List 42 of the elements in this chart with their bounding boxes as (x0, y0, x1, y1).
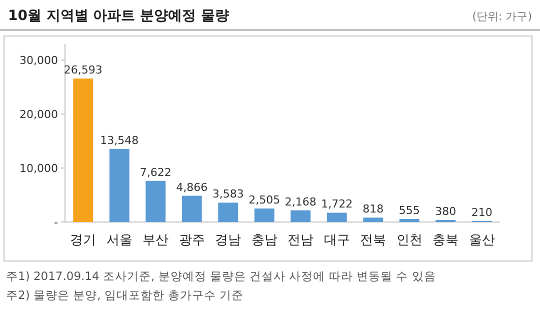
bar (218, 202, 238, 222)
bar (109, 148, 130, 222)
bar (363, 218, 384, 222)
x-tick-label: 충남 (251, 233, 278, 248)
bar (182, 196, 202, 222)
x-tick-label: 광주 (178, 233, 205, 248)
data-label: 380 (435, 204, 456, 218)
bar (254, 208, 274, 222)
x-tick-label: 전남 (288, 233, 314, 248)
y-tick-label: - (54, 216, 58, 229)
data-label: 26,593 (64, 64, 102, 77)
x-tick-label: 충북 (432, 233, 459, 248)
data-label: 4,866 (176, 180, 208, 194)
data-label: 210 (471, 206, 492, 219)
data-label: 555 (398, 204, 420, 218)
bar (290, 210, 311, 222)
bar (326, 212, 347, 222)
data-label: 2,168 (284, 195, 316, 208)
bar (73, 78, 94, 222)
data-label: 2,505 (248, 193, 280, 206)
x-tick-label: 부산 (142, 233, 169, 248)
x-tick-label: 경기 (70, 233, 96, 248)
x-tick-label: 서울 (106, 233, 132, 248)
x-tick-label: 울산 (468, 233, 495, 248)
data-label: 13,548 (100, 134, 139, 147)
chart-title: 10월 지역별 아파트 분양예정 물량 (8, 8, 229, 24)
y-tick-label: 10,000 (20, 162, 58, 176)
data-label: 818 (362, 202, 384, 216)
x-tick-label: 인천 (396, 233, 422, 248)
x-tick-label: 경남 (215, 233, 242, 248)
x-tick-label: 대구 (324, 233, 350, 248)
y-tick-label: 30,000 (20, 54, 58, 68)
data-label: 1,722 (321, 198, 353, 211)
x-tick-label: 전북 (360, 233, 386, 248)
bar (146, 180, 166, 222)
data-label: 3,583 (212, 188, 244, 201)
data-label: 7,622 (140, 166, 172, 179)
y-tick-label: 20,000 (20, 108, 58, 122)
chart-subtitle: (단위: 가구) (472, 10, 532, 23)
text: 주2) 물량은 분양, 임대포함한 총가구수 기준 (6, 288, 244, 302)
bar (399, 219, 420, 222)
text: 주1) 2017.09.14 조사기준, 분양예정 물량은 건설사 사정에 따라 변동될 수 있음 (6, 269, 436, 283)
